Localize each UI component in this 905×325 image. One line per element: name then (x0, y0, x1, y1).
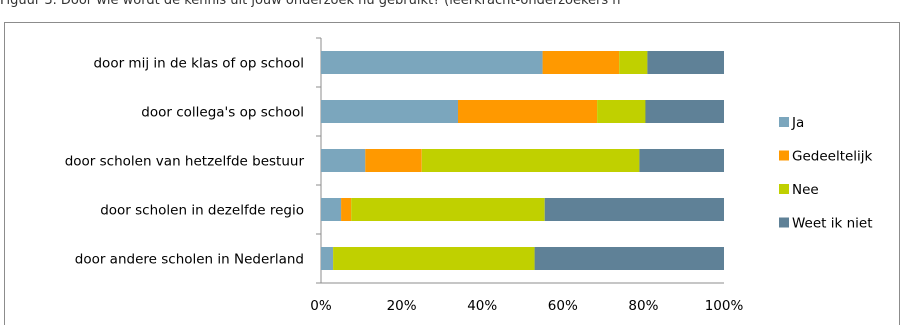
legend-swatch (779, 217, 789, 228)
x-tick-label: 60% (548, 298, 578, 314)
bar-segment (321, 149, 366, 172)
bar-segment (647, 51, 724, 74)
bar-segment (542, 51, 620, 74)
category-label: door scholen van hetzelfde bestuur (65, 154, 305, 170)
bar-segment (544, 198, 724, 221)
category-labels: door mij in de klas of op school door col… (65, 56, 305, 268)
legend-label: Nee (792, 182, 819, 198)
category-label: door scholen in dezelfde regio (100, 203, 304, 219)
bar-segment (534, 247, 724, 270)
legend-swatch (779, 184, 789, 194)
legend-swatch (779, 150, 789, 161)
chart-frame (4, 22, 900, 325)
bar-segment (645, 100, 724, 123)
bar-segment (333, 247, 535, 270)
bar-segment (639, 149, 724, 172)
bar-segment (321, 51, 543, 74)
bar-segment (597, 100, 646, 123)
legend-label: Weet ik niet (792, 216, 873, 232)
legend-label: Ja (791, 115, 804, 131)
x-tick-label: 100% (705, 298, 744, 314)
bar-segment (321, 247, 334, 270)
bar-segment (619, 51, 648, 74)
x-tick-label: 20% (387, 298, 417, 314)
bar-segment (321, 100, 458, 123)
category-label: door collega's op school (141, 105, 304, 121)
legend-swatch (779, 117, 789, 127)
legend: Ja Gedeeltelijk Nee Weet ik niet (779, 115, 873, 232)
bar-segment (365, 149, 422, 172)
bars-layer (321, 51, 724, 270)
bar-segment (458, 100, 597, 123)
figure-caption: Figuur 3. Door wie wordt de kennis uit j… (0, 0, 621, 8)
bar-segment (421, 149, 640, 172)
bar-segment (351, 198, 545, 221)
category-label: door mij in de klas of op school (93, 56, 304, 72)
x-tick-label: 0% (310, 298, 332, 314)
bar-segment (341, 198, 352, 221)
bar-segment (321, 198, 342, 221)
category-label: door andere scholen in Nederland (75, 252, 304, 268)
tick-labels: 0% 20% 40% 60% 80% 100% (310, 298, 743, 314)
legend-label: Gedeeltelijk (792, 149, 873, 165)
x-tick-label: 80% (628, 298, 658, 314)
x-tick-label: 40% (467, 298, 497, 314)
